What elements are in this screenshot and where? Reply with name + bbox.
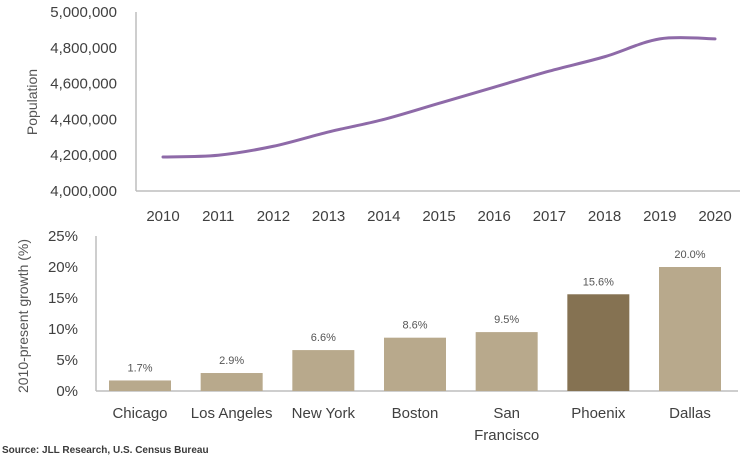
line-x-tick-label: 2020: [698, 208, 731, 225]
bar-x-tick-label: Dallas: [669, 405, 711, 422]
bar-los-angeles: [200, 373, 263, 391]
bar-x-tick-label: Los Angeles: [191, 405, 273, 422]
bar-chicago: [109, 380, 171, 391]
bar-data-label: 8.6%: [402, 320, 427, 332]
bar-new-york: [292, 350, 355, 391]
bar-phoenix: [567, 294, 630, 391]
line-y-tick-label: 4,200,000: [50, 147, 117, 164]
bar-x-tick-label: Phoenix: [571, 405, 626, 422]
line-x-tick-label: 2013: [312, 208, 345, 225]
bar-data-label: 1.7%: [127, 362, 152, 374]
bar-y-tick-label: 0%: [56, 383, 78, 400]
line-x-tick-label: 2017: [533, 208, 566, 225]
line-x-tick-label: 2014: [367, 208, 400, 225]
line-y-tick-label: 4,600,000: [50, 76, 117, 93]
bar-y-tick-label: 10%: [48, 321, 78, 338]
bar-dallas: [659, 267, 721, 391]
bar-y-tick-label: 25%: [48, 228, 78, 245]
bar-x-tick-label: Francisco: [474, 427, 539, 444]
bar-y-tick-label: 5%: [56, 352, 78, 369]
line-y-tick-label: 5,000,000: [50, 4, 117, 21]
source-note: Source: JLL Research, U.S. Census Bureau: [2, 445, 209, 456]
bar-chart-y-axis-title: 2010-present growth (%): [15, 239, 31, 393]
bar-x-tick-label: San: [493, 405, 520, 422]
line-chart-y-axis-title: Population: [24, 69, 40, 135]
bar-data-label: 15.6%: [583, 276, 614, 288]
line-x-tick-label: 2012: [257, 208, 290, 225]
line-y-tick-label: 4,000,000: [50, 183, 117, 200]
line-x-tick-label: 2019: [643, 208, 676, 225]
line-x-tick-label: 2018: [588, 208, 621, 225]
line-x-tick-label: 2010: [146, 208, 179, 225]
growth-bar-chart: 2010-present growth (%) 0% 5% 10% 15% 20% 25%…: [15, 228, 738, 444]
bar-san-francisco: [475, 332, 538, 391]
bar-boston: [384, 337, 446, 391]
bar-x-tick-label: Chicago: [112, 405, 167, 422]
line-y-tick-label: 4,400,000: [50, 111, 117, 128]
population-series-line: [161, 36, 717, 159]
bar-data-label: 20.0%: [674, 249, 705, 261]
line-x-tick-label: 2011: [202, 208, 234, 225]
line-x-tick-label: 2016: [478, 208, 511, 225]
line-y-tick-label: 4,800,000: [50, 40, 117, 57]
bar-data-label: 6.6%: [311, 332, 336, 344]
bar-data-label: 9.5%: [494, 314, 519, 326]
population-line-chart: Population 4,000,000 4,200,000 4,400,000 4,…: [24, 4, 740, 225]
line-x-tick-label: 2015: [422, 208, 455, 225]
bar-x-tick-label: Boston: [392, 405, 439, 422]
bar-x-tick-label: New York: [292, 405, 356, 422]
bar-y-tick-label: 20%: [48, 259, 78, 276]
bar-y-tick-label: 15%: [48, 290, 78, 307]
bar-data-label: 2.9%: [219, 355, 244, 367]
